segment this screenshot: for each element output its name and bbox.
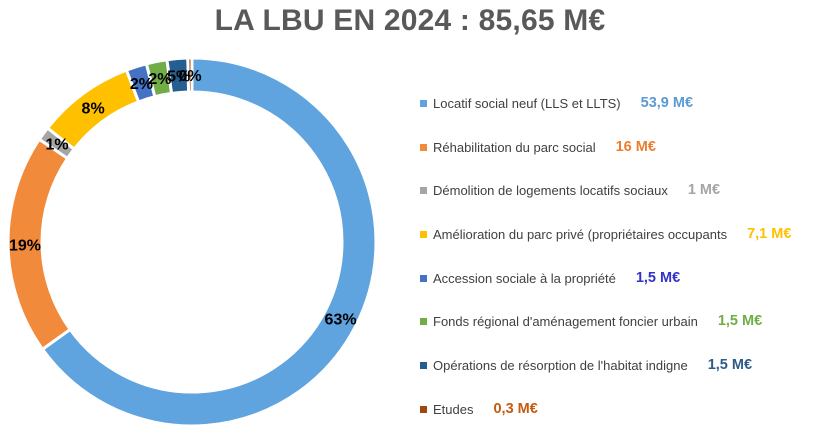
legend-value: 16 M€: [615, 139, 656, 155]
legend-item: Amélioration du parc privé (propriétaire…: [420, 223, 791, 245]
donut-chart: 63%19%1%8%2%2%5%0%: [6, 56, 378, 428]
legend-value: 1,5 M€: [717, 313, 763, 329]
donut-slice: [186, 56, 194, 94]
chart-title: LA LBU EN 2024 : 85,65 M€: [214, 4, 606, 37]
legend-swatch: [420, 405, 427, 413]
slice-percent-label: 0%: [179, 68, 202, 85]
legend-item: Etudes 0,3 M€: [420, 398, 538, 420]
legend-item: Opérations de résorption de l'habitat in…: [420, 354, 752, 376]
slice-percent-label: 1%: [45, 137, 68, 154]
legend-value: 0,3 M€: [493, 401, 538, 417]
legend-swatch: [420, 99, 427, 107]
legend-swatch: [420, 317, 427, 325]
legend-swatch: [420, 143, 427, 151]
donut-slice: [40, 56, 378, 428]
slice-percent-label: 5%: [167, 69, 190, 86]
slice-percent-label: 2%: [148, 71, 171, 88]
slice-percent-label: 8%: [82, 100, 105, 117]
legend-item: Réhabilitation du parc social 16 M€: [420, 136, 656, 158]
legend-swatch: [420, 186, 427, 194]
legend-swatch: [420, 361, 427, 369]
donut-slices: [6, 56, 378, 428]
legend-label: Accession sociale à la propriété: [433, 270, 616, 286]
legend-value: 1 M€: [687, 182, 721, 198]
legend-value: 1,5 M€: [635, 270, 681, 286]
legend-item: Démolition de logements locatifs sociaux…: [420, 179, 720, 201]
slice-percent-label: 2%: [130, 76, 153, 93]
legend-swatch: [420, 274, 427, 282]
legend-value: 1,5 M€: [707, 357, 753, 373]
legend-swatch: [420, 230, 427, 238]
legend-label: Réhabilitation du parc social: [433, 139, 596, 155]
legend-item: Fonds régional d'aménagement foncier urb…: [420, 310, 762, 332]
legend-label: Fonds régional d'aménagement foncier urb…: [433, 313, 698, 329]
slice-percent-label: 63%: [325, 311, 357, 328]
legend-label: Etudes: [433, 401, 474, 417]
donut-percent-labels: 63%19%1%8%2%2%5%0%: [9, 68, 357, 328]
legend-item: Accession sociale à la propriété 1,5 M€: [420, 267, 680, 289]
legend-value: 53,9 M€: [640, 95, 694, 111]
legend-value: 7,1 M€: [747, 226, 792, 242]
slice-percent-label: 19%: [9, 238, 41, 255]
legend-label: Amélioration du parc privé (propriétaire…: [433, 226, 728, 242]
legend-label: Opérations de résorption de l'habitat in…: [433, 357, 688, 373]
legend-item: Locatif social neuf (LLS et LLTS) 53,9 M€: [420, 92, 693, 114]
legend-label: Locatif social neuf (LLS et LLTS): [433, 95, 621, 111]
legend-label: Démolition de logements locatifs sociaux: [433, 182, 668, 198]
